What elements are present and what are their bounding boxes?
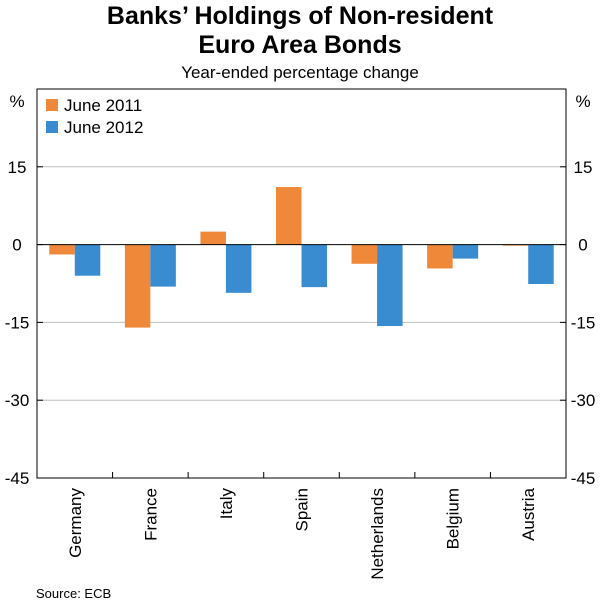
legend-swatch-june-2012: [46, 121, 58, 133]
x-category-label-netherlands: Netherlands: [368, 488, 387, 580]
y-tick-label-right: 15: [574, 158, 593, 177]
source-note: Source: ECB: [36, 586, 112, 601]
x-category-label-italy: Italy: [217, 488, 236, 520]
y-tick-label-right: -30: [571, 391, 596, 410]
bar-spain-june-2011: [276, 187, 302, 245]
axis-ticks: -45 -45 -30 -30 -15 -15 0 0 15 15 Germany France Ita…: [5, 158, 596, 580]
y-tick-label-left: -30: [5, 391, 30, 410]
x-category-label-france: France: [141, 488, 160, 541]
legend: June 2011 June 2012: [46, 96, 143, 137]
legend-label-june-2012: June 2012: [64, 118, 143, 137]
y-tick-label-left: 15: [8, 158, 27, 177]
bar-germany-june-2011: [49, 244, 75, 255]
legend-swatch-june-2011: [46, 99, 58, 111]
y-tick-label-right: 0: [578, 236, 587, 255]
bar-austria-june-2012: [528, 244, 554, 285]
y-tick-label-left: -45: [5, 469, 30, 488]
x-category-label-austria: Austria: [519, 487, 538, 540]
plot-frame: [36, 88, 567, 479]
chart-subtitle: Year-ended percentage change: [181, 63, 419, 82]
bars: [49, 187, 554, 328]
bar-italy-june-2011: [200, 231, 226, 245]
bar-netherlands-june-2012: [377, 244, 403, 327]
x-category-label-belgium: Belgium: [444, 488, 463, 549]
bar-netherlands-june-2011: [351, 244, 378, 264]
bar-germany-june-2012: [74, 244, 101, 276]
x-category-label-germany: Germany: [66, 488, 85, 558]
bar-belgium-june-2011: [427, 244, 453, 269]
bar-austria-june-2011: [502, 244, 529, 246]
y-tick-label-left: 0: [12, 236, 21, 255]
bar-belgium-june-2012: [452, 244, 479, 259]
bar-italy-june-2012: [225, 244, 252, 293]
y-tick-label-right: -15: [571, 313, 596, 332]
bar-spain-june-2012: [301, 244, 327, 288]
chart-title-line-1: Banks’ Holdings of Non-resident: [106, 2, 494, 30]
y-axis-unit-right: %: [575, 92, 590, 111]
bar-france-june-2012: [150, 244, 176, 287]
x-category-label-spain: Spain: [293, 488, 312, 531]
chart-title-line-2: Euro Area Bonds: [198, 31, 402, 59]
y-tick-label-left: -15: [5, 313, 30, 332]
legend-label-june-2011: June 2011: [64, 96, 142, 115]
y-axis-unit-left: %: [9, 92, 24, 111]
y-tick-label-right: -45: [571, 469, 596, 488]
bar-france-june-2011: [124, 244, 151, 328]
